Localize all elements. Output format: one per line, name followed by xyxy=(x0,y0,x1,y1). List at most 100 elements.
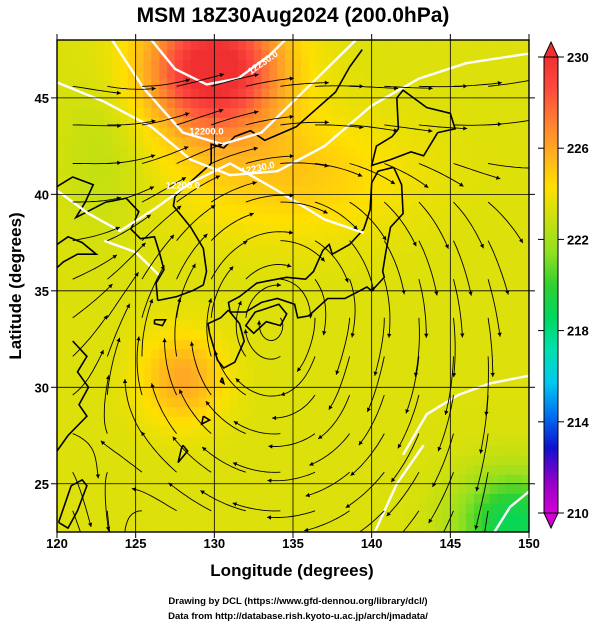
field-cell xyxy=(466,406,475,417)
field-cell xyxy=(96,194,105,205)
field-cell xyxy=(363,232,373,244)
field-cell xyxy=(513,512,522,523)
streamline-arrow xyxy=(256,320,262,325)
field-cell xyxy=(505,155,514,167)
field-cell xyxy=(521,136,529,147)
field-cell xyxy=(245,117,255,128)
field-cell xyxy=(206,319,215,331)
field-cell xyxy=(434,290,444,302)
field-cell xyxy=(88,117,97,128)
field-cell xyxy=(285,377,294,388)
field-cell xyxy=(300,416,310,427)
field-cell xyxy=(135,194,145,205)
field-cell xyxy=(222,387,231,398)
field-cell xyxy=(88,522,97,532)
field-cell xyxy=(348,435,357,446)
streamline xyxy=(104,472,110,532)
field-cell xyxy=(253,155,263,167)
field-cell xyxy=(285,522,294,532)
field-cell xyxy=(277,348,286,359)
x-tick-label: 145 xyxy=(439,536,461,551)
field-cell xyxy=(253,493,263,504)
field-cell xyxy=(57,184,66,195)
streamline xyxy=(176,263,196,318)
field-cell xyxy=(261,136,270,147)
field-cell xyxy=(473,117,483,128)
field-cell xyxy=(340,377,349,388)
field-cell xyxy=(332,281,341,292)
streamline xyxy=(418,124,468,129)
field-cell xyxy=(237,368,247,379)
field-cell xyxy=(395,194,404,205)
field-cell xyxy=(135,290,145,302)
field-cell xyxy=(57,165,66,176)
streamline xyxy=(142,79,191,87)
streamline-arrow xyxy=(393,128,398,133)
field-cell xyxy=(426,204,436,215)
field-cell xyxy=(198,204,208,215)
field-cell xyxy=(403,339,412,350)
field-cell xyxy=(411,358,420,369)
field-cell xyxy=(127,503,137,514)
field-cell xyxy=(324,483,333,495)
field-cell xyxy=(167,339,176,350)
field-cell xyxy=(371,396,381,408)
field-cell xyxy=(355,348,365,359)
field-cell xyxy=(57,368,66,379)
field-cell xyxy=(308,435,318,446)
field-cell xyxy=(418,300,428,311)
field-cell xyxy=(379,300,388,311)
field-cell xyxy=(505,348,514,359)
streamline xyxy=(453,163,501,180)
field-cell xyxy=(513,97,522,109)
field-cell xyxy=(245,184,255,195)
field-cell xyxy=(316,512,326,523)
field-cell xyxy=(316,88,326,99)
field-cell xyxy=(127,59,137,70)
field-cell xyxy=(245,512,255,523)
field-cell xyxy=(285,242,294,253)
field-cell xyxy=(411,78,420,89)
field-cell xyxy=(379,483,388,495)
field-cell xyxy=(348,339,357,350)
field-cell xyxy=(151,242,160,253)
field-cell xyxy=(434,88,444,99)
field-cell xyxy=(277,146,286,157)
field-cell xyxy=(80,165,90,176)
field-cell xyxy=(300,126,310,138)
streamline-arrow xyxy=(252,181,257,186)
field-cell xyxy=(119,261,129,273)
field-cell xyxy=(214,503,223,514)
field-cell xyxy=(395,204,404,215)
field-cell xyxy=(222,175,231,186)
field-cell xyxy=(230,310,239,321)
field-cell xyxy=(64,126,74,138)
field-cell xyxy=(348,242,357,253)
field-cell xyxy=(190,223,200,234)
field-cell xyxy=(159,68,168,80)
field-cell xyxy=(285,78,294,89)
field-cell xyxy=(182,165,192,176)
field-cell xyxy=(355,522,365,532)
field-cell xyxy=(426,49,436,60)
field-cell xyxy=(481,68,491,80)
field-cell xyxy=(167,49,176,60)
field-cell xyxy=(418,368,428,379)
field-cell xyxy=(88,165,97,176)
field-cell xyxy=(411,232,420,244)
field-cell xyxy=(387,396,396,408)
field-cell xyxy=(355,290,365,302)
field-cell xyxy=(285,136,294,147)
field-cell xyxy=(355,261,365,273)
streamline-arrow xyxy=(131,487,137,492)
field-cell xyxy=(340,146,349,157)
field-cell xyxy=(175,136,184,147)
field-cell xyxy=(450,155,459,167)
streamline-arrow xyxy=(219,108,224,113)
field-cell xyxy=(442,165,451,176)
field-cell xyxy=(230,117,239,128)
streamline xyxy=(314,278,327,336)
field-cell xyxy=(300,261,310,273)
field-cell xyxy=(151,396,160,408)
field-cell xyxy=(119,194,129,205)
